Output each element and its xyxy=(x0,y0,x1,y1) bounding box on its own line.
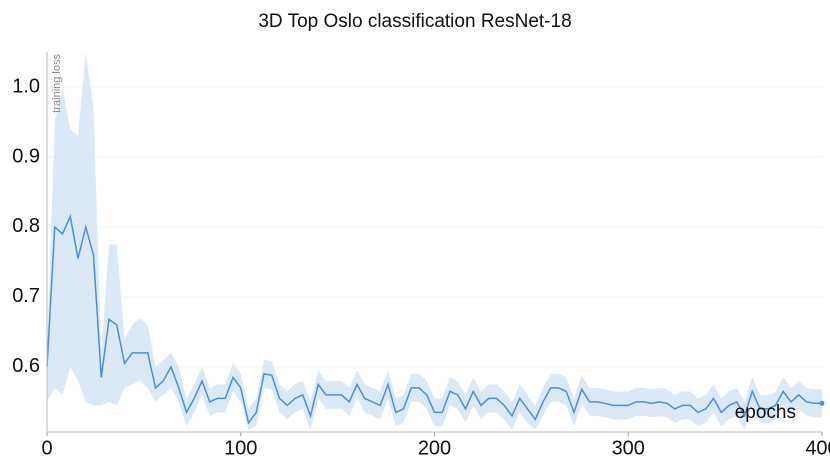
y-tick-label: 0.9 xyxy=(12,145,40,167)
y-tick-label: 0.6 xyxy=(12,355,40,377)
confidence-band xyxy=(47,52,822,430)
y-axis-label: training loss xyxy=(51,54,63,113)
end-point xyxy=(819,400,825,406)
chart-title: 3D Top Oslo classification ResNet-18 xyxy=(258,11,571,32)
line xyxy=(46,213,822,425)
y-tick-label: 0.7 xyxy=(12,285,40,307)
x-tick-label: 0 xyxy=(41,437,52,459)
x-tick-label: 100 xyxy=(224,437,257,459)
x-axis-label: epochs xyxy=(735,402,796,423)
x-tick-label: 300 xyxy=(612,437,645,459)
y-tick-label: 0.8 xyxy=(12,215,40,237)
y-tick-label: 1.0 xyxy=(12,75,40,97)
x-tick-label: 200 xyxy=(418,437,451,459)
x-tick-label: 400 xyxy=(805,437,830,459)
